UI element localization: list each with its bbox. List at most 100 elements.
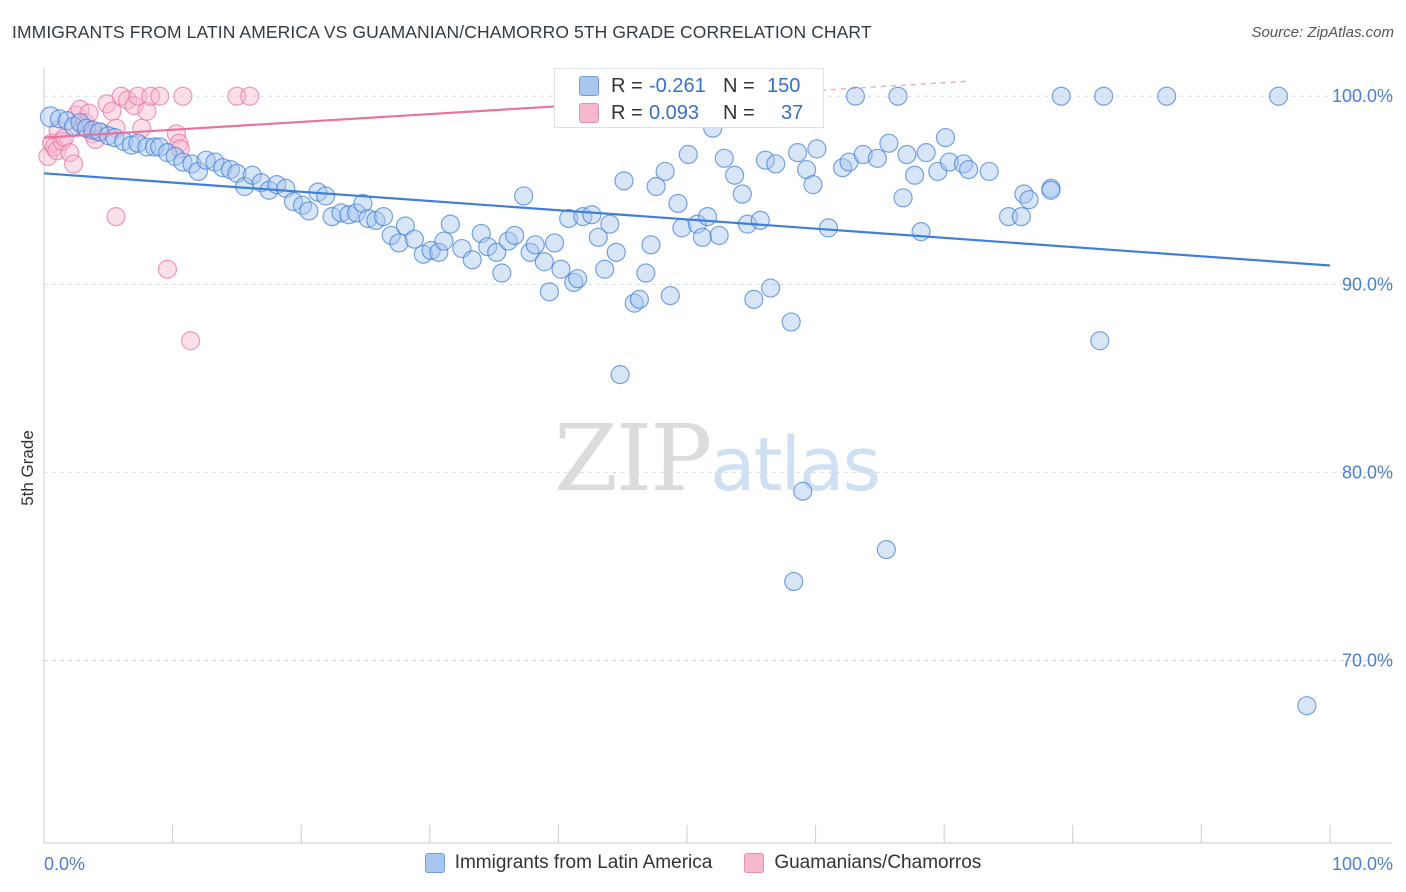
data-point-latin-america	[1157, 86, 1177, 106]
data-point-latin-america	[641, 235, 661, 255]
data-point-latin-america	[505, 225, 525, 246]
watermark: ZIPatlas	[554, 405, 881, 512]
data-point-latin-america	[358, 208, 378, 229]
data-point-latin-america	[478, 237, 498, 257]
data-point-latin-america	[568, 269, 588, 289]
data-point-latin-america	[668, 193, 688, 214]
data-point-latin-america	[1019, 190, 1039, 210]
data-point-latin-america	[897, 144, 917, 165]
data-point-latin-america	[487, 242, 507, 262]
data-point-latin-america	[600, 214, 620, 234]
data-point-latin-america	[1094, 86, 1114, 106]
data-point-latin-america	[373, 207, 394, 227]
data-point-latin-america	[939, 152, 959, 172]
n-label: N =	[723, 74, 755, 97]
n-value: 150	[767, 74, 801, 97]
r-label: R =	[611, 101, 643, 124]
data-point-latin-america	[953, 154, 974, 174]
data-point-latin-america	[879, 133, 899, 153]
watermark-atlas: atlas	[710, 422, 881, 508]
data-point-latin-america	[213, 158, 233, 178]
data-point-guamanian	[150, 86, 170, 106]
data-point-latin-america	[346, 203, 367, 223]
data-point-latin-america	[979, 161, 999, 182]
data-point-latin-america	[697, 207, 718, 227]
data-point-latin-america	[610, 365, 630, 385]
data-point-latin-america	[331, 203, 351, 223]
data-point-latin-america	[1011, 207, 1031, 227]
data-point-latin-america	[916, 143, 936, 163]
data-point-latin-america	[787, 143, 808, 163]
data-point-latin-america	[1268, 86, 1289, 106]
data-point-guamanian	[60, 143, 80, 163]
data-point-latin-america	[339, 205, 359, 225]
data-point-latin-america	[1041, 180, 1061, 200]
data-point-latin-america	[911, 222, 931, 242]
axes	[43, 68, 1392, 844]
data-point-latin-america	[853, 144, 873, 165]
data-point-latin-america	[1014, 184, 1034, 204]
data-point-latin-america	[646, 176, 666, 197]
data-point-latin-america	[353, 193, 373, 214]
y-tick-label: 100.0%	[1332, 86, 1393, 106]
legend-item-guamanians[interactable]: Guamanians/Chamorros	[744, 852, 981, 874]
data-point-latin-america	[434, 231, 454, 251]
data-point-latin-america	[534, 252, 554, 272]
stats-legend-row-2: R = 0.093 N = 37	[579, 101, 803, 125]
data-point-latin-america	[692, 227, 713, 247]
tick-labels: 100.0% 90.0% 80.0% 70.0% 0.0% 100.0%	[44, 86, 1393, 874]
data-point-latin-america	[678, 144, 698, 165]
data-point-latin-america	[381, 225, 401, 246]
data-point-guamanian	[106, 207, 126, 227]
data-point-latin-america	[760, 278, 781, 298]
y-tick-label: 70.0%	[1342, 651, 1393, 671]
series-latin-america-points	[39, 86, 1317, 716]
data-point-latin-america	[559, 208, 579, 229]
data-point-latin-america	[709, 225, 729, 246]
data-point-latin-america	[564, 272, 584, 293]
data-point-latin-america	[818, 218, 839, 238]
legend-label: Immigrants from Latin America	[454, 852, 713, 873]
source-label: Source: ZipAtlas.com	[1251, 24, 1394, 41]
data-point-latin-america	[251, 173, 271, 193]
data-point-latin-america	[784, 571, 804, 592]
data-point-latin-america	[395, 216, 415, 236]
data-point-latin-america	[655, 161, 675, 182]
data-point-guamanian	[137, 101, 157, 121]
data-point-guamanian	[157, 259, 178, 279]
data-point-latin-america	[636, 263, 656, 283]
data-point-latin-america	[803, 175, 823, 195]
data-point-guamanian	[181, 331, 201, 351]
data-point-latin-america	[750, 210, 770, 230]
bottom-legend: Immigrants from Latin America Guamanians…	[0, 852, 1406, 874]
data-point-latin-america	[629, 289, 650, 309]
data-point-latin-america	[606, 242, 626, 262]
data-point-latin-america	[755, 150, 776, 170]
data-point-latin-america	[389, 233, 409, 253]
data-point-latin-america	[1297, 696, 1317, 716]
r-value: 0.093	[649, 101, 700, 124]
data-point-latin-america	[462, 250, 482, 270]
data-point-latin-america	[624, 293, 644, 313]
data-point-latin-america	[595, 259, 615, 279]
legend-item-latin-america[interactable]: Immigrants from Latin America	[424, 852, 713, 874]
data-point-latin-america	[845, 86, 866, 106]
data-point-latin-america	[421, 240, 441, 261]
data-point-latin-america	[724, 165, 745, 185]
legend-label: Guamanians/Chamorros	[774, 852, 982, 873]
data-point-latin-america	[1051, 86, 1071, 106]
data-point-guamanian	[240, 86, 260, 106]
n-label: N =	[723, 101, 755, 124]
chart-title: IMMIGRANTS FROM LATIN AMERICA VS GUAMANI…	[12, 22, 872, 42]
data-point-latin-america	[781, 312, 801, 332]
trend-line-latin-america	[43, 172, 1331, 267]
data-point-latin-america	[299, 201, 319, 221]
data-point-latin-america	[582, 205, 602, 225]
data-point-guamanian	[173, 86, 193, 106]
watermark-zip: ZIP	[554, 405, 712, 512]
stats-legend-row-1: R = -0.261 N = 150	[579, 74, 800, 98]
data-point-latin-america	[876, 539, 896, 560]
data-point-latin-america	[732, 184, 752, 204]
data-point-latin-america	[744, 289, 764, 309]
data-point-latin-america	[888, 86, 908, 106]
